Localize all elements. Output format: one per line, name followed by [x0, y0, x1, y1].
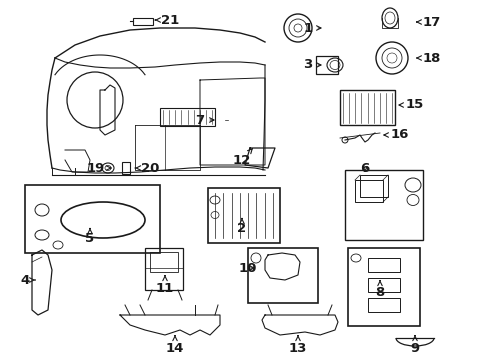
Text: 18: 18	[416, 51, 440, 64]
Text: 21: 21	[155, 13, 179, 27]
Text: 14: 14	[165, 336, 184, 355]
Bar	[122, 162, 130, 174]
Bar	[247, 248, 317, 303]
Text: 8: 8	[375, 281, 384, 300]
Text: 5: 5	[85, 229, 94, 244]
Bar	[315, 56, 337, 74]
Text: 6: 6	[360, 162, 369, 175]
Text: 17: 17	[416, 15, 440, 28]
Bar	[207, 188, 280, 243]
Bar	[150, 252, 178, 272]
Bar	[145, 248, 183, 290]
Bar	[25, 185, 160, 253]
Bar	[347, 248, 419, 326]
Bar	[345, 170, 422, 240]
Text: 20: 20	[135, 162, 159, 175]
Bar	[367, 278, 399, 292]
Text: 11: 11	[156, 276, 174, 294]
Text: 2: 2	[237, 219, 246, 234]
Text: 16: 16	[383, 129, 408, 141]
Bar	[367, 258, 399, 272]
Text: 1: 1	[303, 22, 320, 35]
Text: 19: 19	[87, 162, 111, 175]
Bar	[367, 298, 399, 312]
Bar	[160, 108, 215, 126]
Text: 4: 4	[20, 274, 35, 287]
Text: 12: 12	[232, 149, 252, 166]
Text: 7: 7	[195, 113, 214, 126]
Bar	[359, 175, 387, 197]
Bar	[133, 18, 153, 25]
Text: 15: 15	[398, 99, 423, 112]
Text: 3: 3	[303, 58, 320, 72]
Bar	[339, 90, 394, 125]
Text: 10: 10	[238, 261, 257, 274]
Text: 9: 9	[409, 336, 419, 355]
Bar	[354, 180, 382, 202]
Text: 13: 13	[288, 336, 306, 355]
